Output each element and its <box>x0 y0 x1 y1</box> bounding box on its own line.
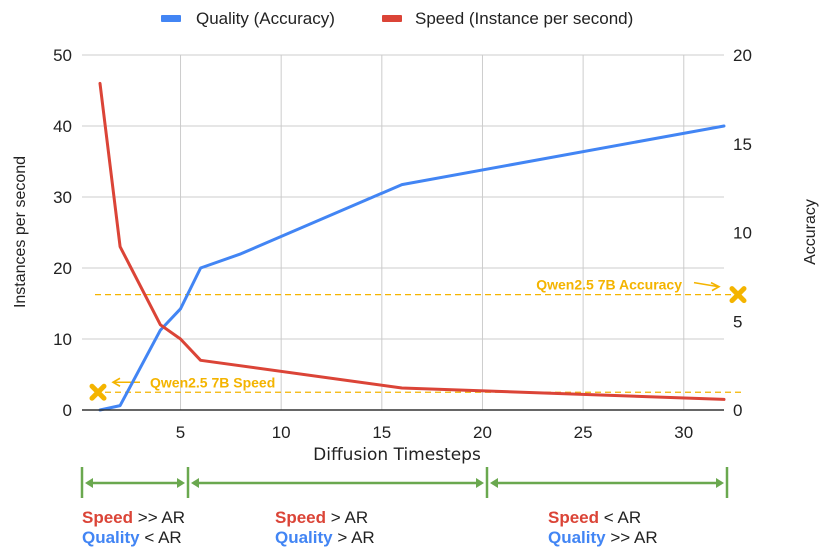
reference-lines: Qwen2.5 7B Speed Qwen2.5 7B Accuracy <box>89 277 747 401</box>
quality-comparison: Quality < AR <box>82 528 185 548</box>
speed-comparison: Speed < AR <box>548 508 658 528</box>
y-left-tick-label: 50 <box>53 46 72 65</box>
speed-keyword: Speed <box>548 508 600 527</box>
speed-relation: >> AR <box>137 508 186 527</box>
speed-keyword: Speed <box>82 508 134 527</box>
arrowhead-right-icon <box>716 478 724 488</box>
arrowhead-right-icon <box>177 478 185 488</box>
quality-keyword: Quality <box>82 528 140 547</box>
reference-x-marker <box>729 286 747 304</box>
quality-keyword: Quality <box>275 528 333 547</box>
speed-series-line <box>98 81 726 401</box>
y-left-tick-label: 0 <box>63 401 72 420</box>
region-brackets <box>80 467 729 498</box>
x-tick-label: 5 <box>176 423 185 442</box>
quality-relation: < AR <box>144 528 182 547</box>
region-annotation: Speed < AR Quality >> AR <box>548 508 658 548</box>
arrowhead-right-icon <box>476 478 484 488</box>
tick-labels: 0 10 20 30 40 50 5 10 15 20 25 30 0 5 10 15 20 <box>53 46 752 442</box>
legend: Quality (Accuracy) Speed (Instance per s… <box>161 9 633 28</box>
quality-keyword: Quality <box>548 528 606 547</box>
series-lines <box>98 81 726 412</box>
arrowhead-left-icon <box>191 478 199 488</box>
speed-relation: > AR <box>330 508 369 527</box>
reference-x-marker <box>89 383 107 401</box>
arrowhead-left-icon <box>85 478 93 488</box>
y-right-tick-label: 20 <box>733 46 752 65</box>
quality-comparison: Quality > AR <box>275 528 375 548</box>
x-axis-title: Diffusion Timesteps <box>313 445 481 465</box>
quality-series-line <box>98 124 726 412</box>
region-annotation: Speed >> AR Quality < AR <box>82 508 185 548</box>
region-annotation: Speed > AR Quality > AR <box>275 508 375 548</box>
legend-label-speed: Speed (Instance per second) <box>415 9 633 28</box>
reference-label: Qwen2.5 7B Speed <box>150 374 275 390</box>
y-right-tick-label: 15 <box>733 135 752 154</box>
speed-comparison: Speed >> AR <box>82 508 185 528</box>
arrow-left-icon <box>111 377 140 387</box>
speed-keyword: Speed <box>275 508 327 527</box>
legend-swatch-quality <box>161 15 181 22</box>
y-left-tick-label: 10 <box>53 330 72 349</box>
x-tick-label: 25 <box>574 423 593 442</box>
legend-swatch-speed <box>382 15 402 22</box>
speed-comparison: Speed > AR <box>275 508 375 528</box>
y-axis-left-title: Instances per second <box>12 156 29 308</box>
speed-relation: < AR <box>603 508 642 527</box>
arrowhead-left-icon <box>490 478 498 488</box>
x-tick-label: 10 <box>272 423 291 442</box>
quality-relation: > AR <box>337 528 375 547</box>
x-tick-label: 20 <box>473 423 492 442</box>
reference-label: Qwen2.5 7B Accuracy <box>536 277 682 293</box>
grid <box>82 54 724 410</box>
y-left-tick-label: 30 <box>53 188 72 207</box>
y-right-tick-label: 10 <box>733 224 752 243</box>
y-right-tick-label: 5 <box>733 312 742 331</box>
y-left-tick-label: 40 <box>53 117 72 136</box>
quality-relation: >> AR <box>610 528 658 547</box>
legend-label-quality: Quality (Accuracy) <box>196 9 335 28</box>
arrow-right-icon <box>693 281 721 292</box>
x-tick-label: 15 <box>372 423 391 442</box>
x-tick-label: 30 <box>674 423 693 442</box>
y-left-tick-label: 20 <box>53 259 72 278</box>
quality-comparison: Quality >> AR <box>548 528 658 548</box>
y-axis-right-title: Accuracy <box>802 199 819 265</box>
y-right-tick-label: 0 <box>733 401 742 420</box>
